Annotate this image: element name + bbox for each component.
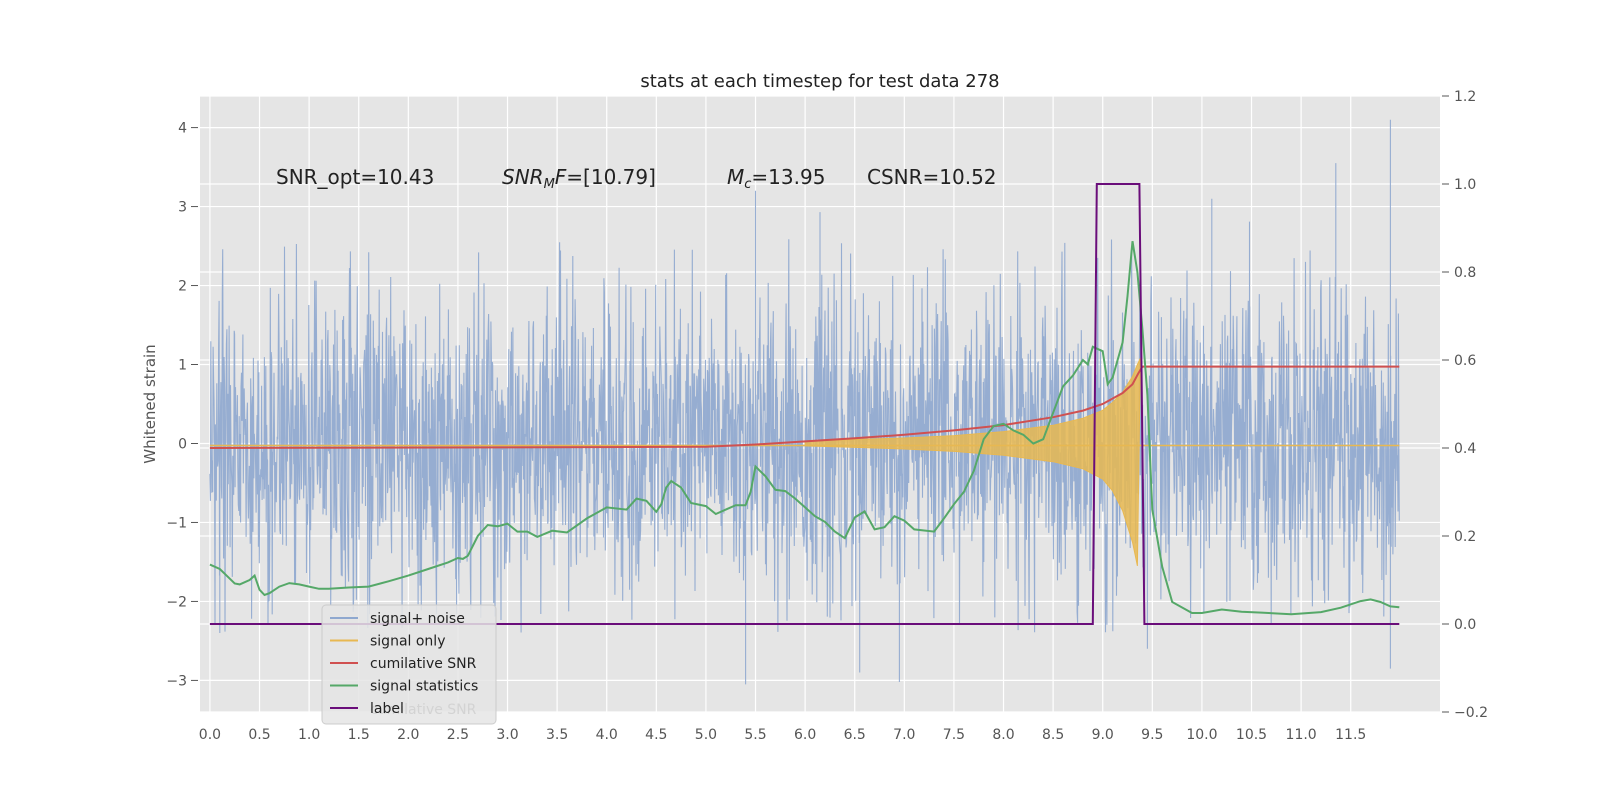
x-tick-label: 7.5 bbox=[943, 727, 965, 743]
x-tick-label: 8.0 bbox=[992, 727, 1014, 743]
x-tick-label: 10.5 bbox=[1236, 727, 1267, 743]
series-signal-noise bbox=[209, 119, 1400, 685]
y-tick-label: 1 bbox=[178, 358, 187, 374]
axes: 0.0 0.5 1.0 1.5 2.0 2.5 3.0 3.5 4.0 4.5 5.0 5.5 6.0 6… bbox=[166, 89, 1488, 743]
y2-tick-label: 0.8 bbox=[1454, 265, 1476, 281]
x-tick-label: 1.5 bbox=[348, 727, 370, 743]
annotations: SNR_opt=10.43 SNRMF=[10.79] Mc=13.95 CSN… bbox=[276, 165, 997, 192]
x-tick-label: 2.0 bbox=[397, 727, 419, 743]
x-tick-label: 6.0 bbox=[794, 727, 816, 743]
x-tick-label: 7.0 bbox=[893, 727, 915, 743]
x-tick-label: 8.5 bbox=[1042, 727, 1064, 743]
legend: cumilative SNR signal+ noise signal only cu… bbox=[321, 604, 497, 725]
y-tick-label: −2 bbox=[166, 594, 187, 610]
x-tick-label: 9.5 bbox=[1141, 727, 1163, 743]
y-tick-label: −1 bbox=[166, 515, 187, 531]
annotation-csnr: CSNR=10.52 bbox=[867, 165, 997, 189]
x-tick-label: 3.0 bbox=[496, 727, 518, 743]
y-tick-label: −3 bbox=[166, 673, 187, 689]
y-tick-label: 2 bbox=[178, 279, 187, 295]
y2-tick-label: 1.0 bbox=[1454, 177, 1476, 193]
x-tick-label: 3.5 bbox=[546, 727, 568, 743]
legend-entry-label: label bbox=[370, 701, 404, 717]
y2-tick-label: 0.0 bbox=[1454, 617, 1476, 633]
x-tick-label: 0.5 bbox=[248, 727, 270, 743]
legend-box bbox=[321, 604, 497, 725]
y2-tick-label: 0.6 bbox=[1454, 353, 1476, 369]
y2-tick-label: 0.2 bbox=[1454, 529, 1476, 545]
y2-tick-label: −0.2 bbox=[1454, 705, 1488, 721]
x-tick-label: 5.0 bbox=[695, 727, 717, 743]
legend-ghost-text: cumilative SNR bbox=[370, 702, 477, 718]
legend-entry-label: signal only bbox=[370, 634, 445, 650]
x-tick-label: 2.5 bbox=[447, 727, 469, 743]
x-tick-label: 11.5 bbox=[1335, 727, 1366, 743]
annotation-snr-opt: SNR_opt=10.43 bbox=[276, 165, 434, 189]
x-tick-label: 4.5 bbox=[645, 727, 667, 743]
y-tick-label: 4 bbox=[178, 121, 187, 137]
legend-entry-label: signal+ noise bbox=[370, 611, 465, 627]
x-tick-label: 10.0 bbox=[1186, 727, 1217, 743]
annotation-snr-mf: SNRMF=[10.79] bbox=[502, 165, 656, 192]
x-tick-label: 9.0 bbox=[1092, 727, 1114, 743]
series-layer bbox=[209, 119, 1400, 685]
series-label bbox=[209, 183, 1400, 625]
x-tick-label: 1.0 bbox=[298, 727, 320, 743]
legend-entry-label: cumilative SNR bbox=[370, 656, 477, 672]
annotation-chirp-mass: Mc=13.95 bbox=[727, 165, 825, 192]
series-signal-statistics bbox=[209, 241, 1400, 616]
y-axis-label: Whitened strain bbox=[141, 344, 159, 463]
x-tick-label: 0.0 bbox=[199, 727, 221, 743]
y2-tick-label: 0.4 bbox=[1454, 441, 1476, 457]
x-tick-label: 4.0 bbox=[596, 727, 618, 743]
y-tick-label: 0 bbox=[178, 436, 187, 452]
x-tick-label: 6.5 bbox=[844, 727, 866, 743]
chart-title: stats at each timestep for test data 278 bbox=[640, 71, 999, 92]
x-tick-label: 11.0 bbox=[1286, 727, 1317, 743]
legend-entry-label: signal statistics bbox=[370, 679, 478, 695]
y-tick-label: 3 bbox=[178, 200, 187, 216]
y2-tick-label: 1.2 bbox=[1454, 89, 1476, 105]
x-tick-label: 5.5 bbox=[744, 727, 766, 743]
